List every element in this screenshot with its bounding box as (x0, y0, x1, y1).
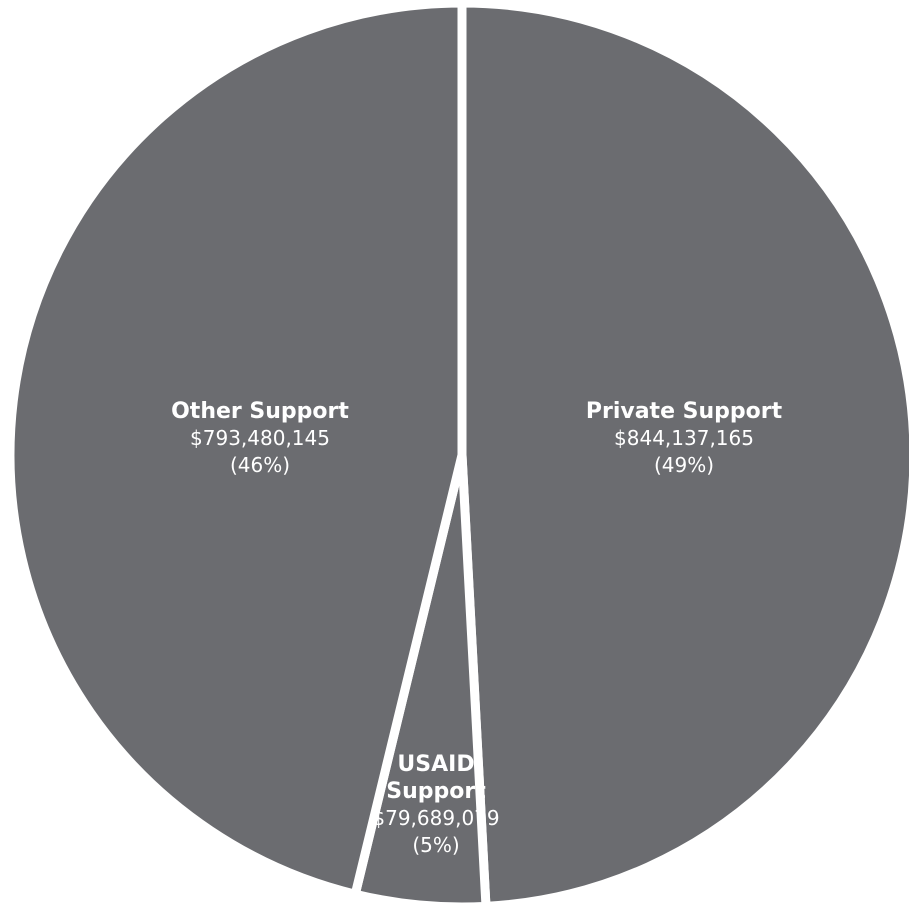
pie-labels: Private Support$844,137,165 (49%) USAIDSup… (171, 399, 783, 857)
pie-slices (5, 0, 909, 910)
slice-name-usaid-support-line-2: Support (386, 779, 486, 804)
slice-name-private-support: Private Support (586, 399, 783, 424)
slice-name-usaid-support-line-1: USAID (397, 752, 474, 777)
pie-slice-private-support (457, 0, 909, 910)
slice-label-private-support: Private Support$844,137,165 (49%) (586, 399, 783, 477)
slice-value-private-support: $844,137,165 (614, 426, 754, 450)
slice-value-other-support: $793,480,145 (190, 426, 330, 450)
slice-percent-private-support: (49%) (654, 453, 714, 477)
slice-name-other-support: Other Support (171, 399, 349, 424)
slice-label-other-support: Other Support$793,480,145 (46%) (171, 399, 349, 477)
slice-percent-usaid-support: (5%) (412, 833, 459, 857)
slice-percent-other-support: (46%) (230, 453, 290, 477)
pie-slice-other-support (5, 0, 467, 900)
slice-value-usaid-support: $79,689,079 (372, 806, 499, 830)
